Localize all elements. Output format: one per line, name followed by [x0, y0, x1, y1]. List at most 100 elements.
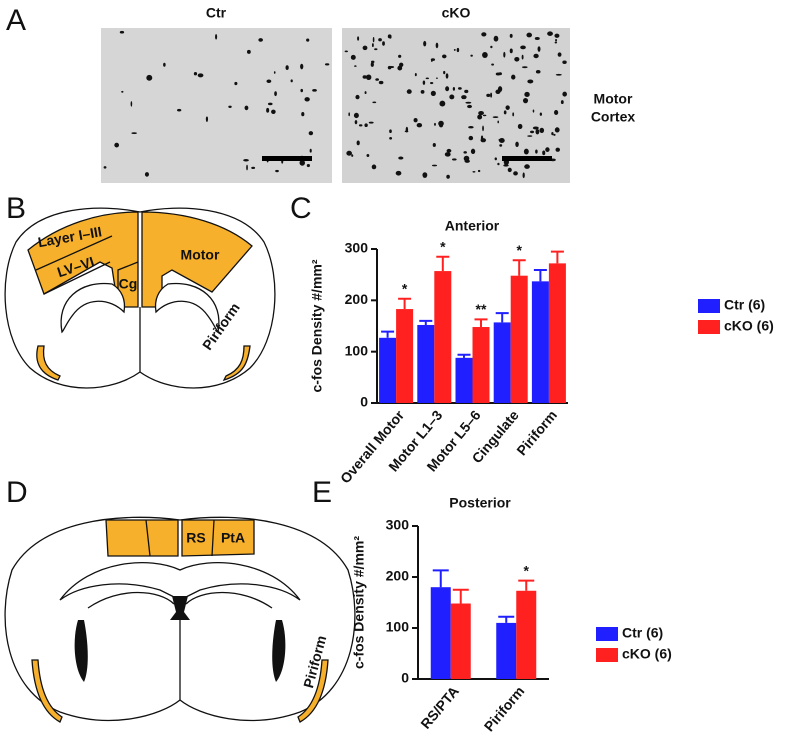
cell — [375, 78, 380, 81]
cell — [258, 38, 263, 42]
cell — [130, 101, 133, 107]
error-bar — [498, 615, 515, 623]
cell — [535, 70, 541, 74]
cell — [422, 172, 428, 178]
cell — [197, 73, 204, 78]
cell — [511, 74, 516, 80]
cell — [461, 95, 467, 100]
cell — [514, 56, 520, 62]
cell — [517, 123, 523, 130]
cell — [477, 114, 483, 120]
cell — [497, 120, 500, 124]
cell — [414, 73, 417, 77]
cell — [439, 100, 446, 107]
cell — [554, 127, 560, 133]
cell — [542, 150, 546, 156]
x-tick-label: Piriform — [513, 407, 560, 458]
cell — [503, 164, 509, 167]
cell — [397, 65, 403, 71]
cell — [457, 87, 462, 90]
cell — [371, 164, 377, 170]
y-tick-label: 300 — [386, 517, 410, 533]
cell — [436, 77, 438, 80]
error-bar — [381, 330, 395, 338]
legend-swatch — [698, 299, 720, 313]
cell — [512, 112, 515, 117]
cell — [121, 90, 124, 93]
cell — [422, 80, 426, 85]
error-bar — [474, 318, 488, 328]
cell — [482, 114, 487, 117]
cell — [271, 109, 276, 114]
y-tick-label: 100 — [386, 619, 410, 635]
cell — [554, 110, 559, 116]
cell — [445, 86, 450, 92]
cell — [438, 120, 444, 127]
y-tick-label: 300 — [345, 240, 369, 256]
cell — [251, 166, 256, 170]
cell — [497, 86, 503, 92]
cell — [468, 126, 474, 129]
x-tick-label: RS/PTA — [417, 683, 462, 732]
cell — [432, 142, 436, 147]
cell — [215, 33, 218, 40]
cell — [547, 31, 553, 36]
cell — [372, 37, 375, 43]
cell — [378, 80, 384, 85]
cell — [366, 74, 372, 81]
region-label: Motor — [594, 91, 633, 107]
cell — [562, 91, 567, 97]
bar — [496, 622, 517, 679]
cell — [463, 151, 467, 154]
cell — [445, 73, 449, 79]
error-bar — [550, 250, 564, 264]
cell — [498, 138, 503, 141]
error-bar — [432, 569, 449, 588]
bar — [548, 263, 566, 403]
cell — [389, 129, 392, 134]
cell — [494, 157, 497, 161]
cell — [355, 94, 360, 100]
cell — [551, 131, 554, 136]
cell — [398, 54, 402, 58]
cell — [346, 150, 352, 156]
cell — [503, 51, 506, 58]
error-bar — [436, 255, 450, 272]
cell — [324, 63, 330, 66]
cell — [555, 73, 562, 76]
cell — [482, 52, 488, 59]
brain-diagram — [4, 516, 356, 723]
y-axis-label: c-fos Density #/mm² — [351, 536, 367, 669]
bar — [434, 271, 452, 403]
cell — [472, 170, 476, 173]
cell — [560, 100, 564, 105]
cell — [364, 91, 367, 95]
cell — [470, 148, 476, 155]
panel-label: D — [6, 476, 28, 509]
bar — [531, 281, 549, 403]
cell — [442, 54, 447, 59]
cell — [431, 59, 433, 63]
cell — [362, 45, 368, 51]
cell — [452, 87, 456, 91]
cell — [368, 121, 374, 124]
cell — [493, 35, 499, 42]
cell — [539, 127, 545, 134]
legend-swatch — [698, 320, 720, 334]
significance-label: * — [402, 280, 408, 296]
cell — [306, 38, 310, 42]
cell — [434, 122, 436, 126]
bar — [493, 322, 511, 403]
cell — [357, 36, 360, 41]
cell — [425, 77, 429, 80]
cell — [353, 112, 359, 119]
cell — [467, 104, 473, 109]
cell — [205, 116, 209, 122]
cell — [465, 101, 472, 104]
panel-label: E — [312, 476, 332, 509]
cell — [114, 142, 120, 148]
cell — [398, 156, 404, 160]
error-bar — [518, 579, 535, 591]
cell — [515, 141, 519, 147]
cell — [374, 48, 378, 51]
